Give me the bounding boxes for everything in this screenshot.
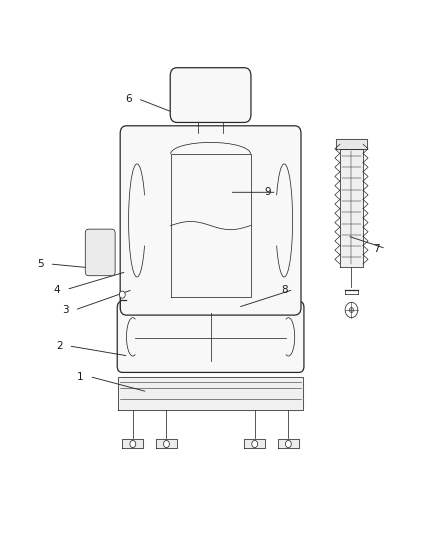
FancyBboxPatch shape: [120, 126, 301, 315]
Polygon shape: [156, 439, 177, 448]
Text: 2: 2: [56, 341, 63, 351]
Circle shape: [119, 291, 125, 298]
Text: 5: 5: [37, 259, 44, 269]
FancyBboxPatch shape: [85, 229, 115, 276]
Text: 8: 8: [281, 285, 287, 295]
Polygon shape: [244, 439, 265, 448]
Text: 1: 1: [77, 372, 84, 382]
Polygon shape: [122, 376, 299, 384]
Circle shape: [350, 308, 353, 312]
FancyBboxPatch shape: [117, 301, 304, 373]
Polygon shape: [340, 149, 363, 266]
Circle shape: [252, 440, 258, 448]
Polygon shape: [118, 376, 303, 410]
Text: 3: 3: [62, 305, 69, 315]
Polygon shape: [278, 439, 299, 448]
Text: 4: 4: [54, 285, 60, 295]
Polygon shape: [122, 439, 143, 448]
Text: 6: 6: [125, 94, 132, 104]
Text: 7: 7: [373, 244, 380, 254]
FancyBboxPatch shape: [170, 68, 251, 123]
Polygon shape: [336, 139, 367, 149]
Circle shape: [163, 440, 170, 448]
Circle shape: [130, 440, 136, 448]
Text: 9: 9: [264, 187, 271, 197]
Circle shape: [345, 302, 358, 318]
Circle shape: [286, 440, 291, 448]
